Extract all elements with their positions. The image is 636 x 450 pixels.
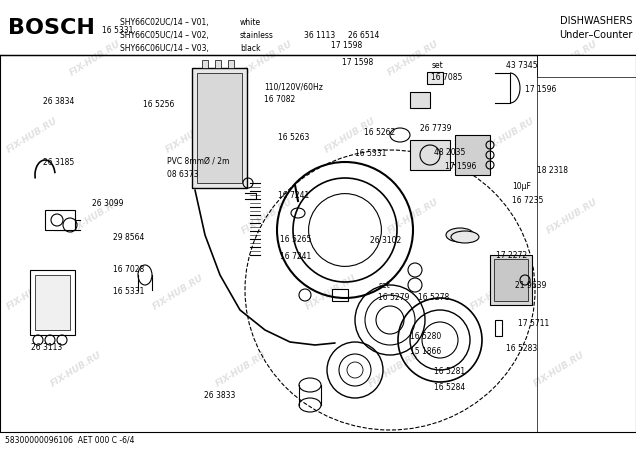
Text: 26 3113: 26 3113 (31, 343, 62, 352)
Text: 16 5279: 16 5279 (378, 292, 410, 302)
Text: FIX-HUB.RU: FIX-HUB.RU (214, 350, 269, 388)
Bar (197, 73, 242, 183)
Bar (215, 60, 221, 68)
Text: FIX-HUB.RU: FIX-HUB.RU (386, 39, 441, 78)
Bar (410, 140, 450, 170)
Text: 16 5283: 16 5283 (506, 344, 537, 353)
Bar (455, 135, 490, 175)
Text: 16 5281: 16 5281 (434, 367, 465, 376)
Ellipse shape (446, 228, 474, 242)
Bar (228, 60, 234, 68)
Text: 26 3185: 26 3185 (43, 158, 74, 167)
Text: black: black (240, 44, 261, 53)
Text: set: set (431, 61, 443, 70)
Ellipse shape (451, 231, 479, 243)
Text: 26 3834: 26 3834 (43, 97, 74, 106)
Text: Under–Counter: Under–Counter (558, 30, 632, 40)
Text: FIX-HUB.RU: FIX-HUB.RU (367, 350, 422, 388)
Text: 16 7241: 16 7241 (278, 191, 309, 200)
Bar (410, 92, 430, 108)
Text: 16 5331: 16 5331 (113, 287, 144, 296)
Text: FIX-HUB.RU: FIX-HUB.RU (240, 197, 294, 235)
Text: SHY66C05UC/14 – V02,: SHY66C05UC/14 – V02, (120, 31, 209, 40)
Text: 16 7028: 16 7028 (113, 265, 144, 274)
Text: 16 5280: 16 5280 (410, 332, 441, 341)
Text: 10μF: 10μF (512, 182, 531, 191)
Text: BOSCH: BOSCH (8, 18, 95, 38)
Text: 16 5265: 16 5265 (280, 235, 311, 244)
Text: 17 1598: 17 1598 (331, 40, 363, 50)
Text: 26 3099: 26 3099 (92, 199, 124, 208)
Text: FIX-HUB.RU: FIX-HUB.RU (163, 116, 218, 154)
Text: 36 1113: 36 1113 (304, 31, 336, 40)
Bar (35, 275, 70, 330)
Text: FIX-HUB.RU: FIX-HUB.RU (4, 116, 59, 154)
Bar (537, 55, 636, 77)
Text: set: set (378, 281, 390, 290)
Text: SHY66C06UC/14 – V03,: SHY66C06UC/14 – V03, (120, 44, 209, 53)
Text: FIX-HUB.RU: FIX-HUB.RU (68, 39, 123, 78)
Text: 17 1596: 17 1596 (445, 162, 476, 171)
Text: 16 7241: 16 7241 (280, 252, 311, 261)
Text: 3740: 3740 (577, 67, 595, 73)
Text: 16 5331: 16 5331 (355, 149, 386, 158)
Bar (192, 68, 247, 188)
Text: 43 7345: 43 7345 (506, 61, 537, 70)
Text: 16 5284: 16 5284 (434, 383, 465, 392)
Text: 21 9639: 21 9639 (515, 281, 546, 290)
Text: 08 6373: 08 6373 (167, 170, 199, 179)
Text: 16 5331: 16 5331 (102, 26, 134, 35)
Text: FIX-HUB.RU: FIX-HUB.RU (322, 116, 377, 154)
Text: FIX-HUB.RU: FIX-HUB.RU (49, 350, 104, 388)
Text: FIX-HUB.RU: FIX-HUB.RU (545, 39, 600, 78)
Text: FIX-HUB.RU: FIX-HUB.RU (68, 197, 123, 235)
Bar (495, 320, 502, 336)
Text: white: white (240, 18, 261, 27)
Bar (490, 255, 532, 305)
Bar (427, 72, 443, 84)
Text: FIX-HUB.RU: FIX-HUB.RU (469, 273, 523, 312)
Text: 26 3833: 26 3833 (204, 391, 235, 400)
Text: FIX-HUB.RU: FIX-HUB.RU (532, 350, 587, 388)
Text: 16 5262: 16 5262 (364, 128, 395, 137)
Text: 15 1866: 15 1866 (410, 347, 441, 356)
Bar (45, 210, 75, 230)
Text: PVC 8mmØ / 2m: PVC 8mmØ / 2m (167, 157, 230, 166)
Text: 26 3102: 26 3102 (370, 236, 401, 245)
Text: 17 1596: 17 1596 (525, 86, 556, 94)
Bar (332, 289, 348, 301)
Text: 16 5263: 16 5263 (278, 133, 309, 142)
Text: 16 7085: 16 7085 (431, 73, 462, 82)
Text: FIX-HUB.RU: FIX-HUB.RU (4, 273, 59, 312)
Text: 29 8564: 29 8564 (113, 233, 144, 242)
Text: 17 5711: 17 5711 (518, 319, 550, 328)
Text: DISHWASHERS: DISHWASHERS (560, 16, 632, 26)
Text: 16 5256: 16 5256 (143, 100, 174, 109)
Text: 16 7082: 16 7082 (264, 95, 295, 104)
Text: 58300000096106  AET 000 C -6/4: 58300000096106 AET 000 C -6/4 (5, 436, 134, 445)
Text: 26 7739: 26 7739 (420, 124, 452, 133)
Bar (30, 270, 75, 335)
Text: 48 2035: 48 2035 (434, 148, 465, 157)
Text: 18 2318: 18 2318 (537, 166, 569, 175)
Text: Mat. – Nr. – Konstante: Mat. – Nr. – Konstante (556, 59, 616, 64)
Text: 16 5278: 16 5278 (418, 292, 450, 302)
Bar (494, 259, 528, 301)
Text: FIX-HUB.RU: FIX-HUB.RU (240, 39, 294, 78)
Text: FIX-HUB.RU: FIX-HUB.RU (545, 197, 600, 235)
Text: 110/120V/60Hz: 110/120V/60Hz (264, 82, 323, 91)
Text: 17 1598: 17 1598 (342, 58, 374, 67)
Text: 26 6514: 26 6514 (348, 31, 380, 40)
Bar (202, 60, 208, 68)
Text: 16 7235: 16 7235 (512, 196, 543, 205)
Text: 17 2272: 17 2272 (496, 251, 527, 260)
Text: FIX-HUB.RU: FIX-HUB.RU (303, 273, 358, 312)
Text: FIX-HUB.RU: FIX-HUB.RU (151, 273, 205, 312)
Text: SHY66C02UC/14 – V01,: SHY66C02UC/14 – V01, (120, 18, 209, 27)
Text: stainless: stainless (240, 31, 274, 40)
Text: FIX-HUB.RU: FIX-HUB.RU (481, 116, 536, 154)
Text: FIX-HUB.RU: FIX-HUB.RU (386, 197, 441, 235)
